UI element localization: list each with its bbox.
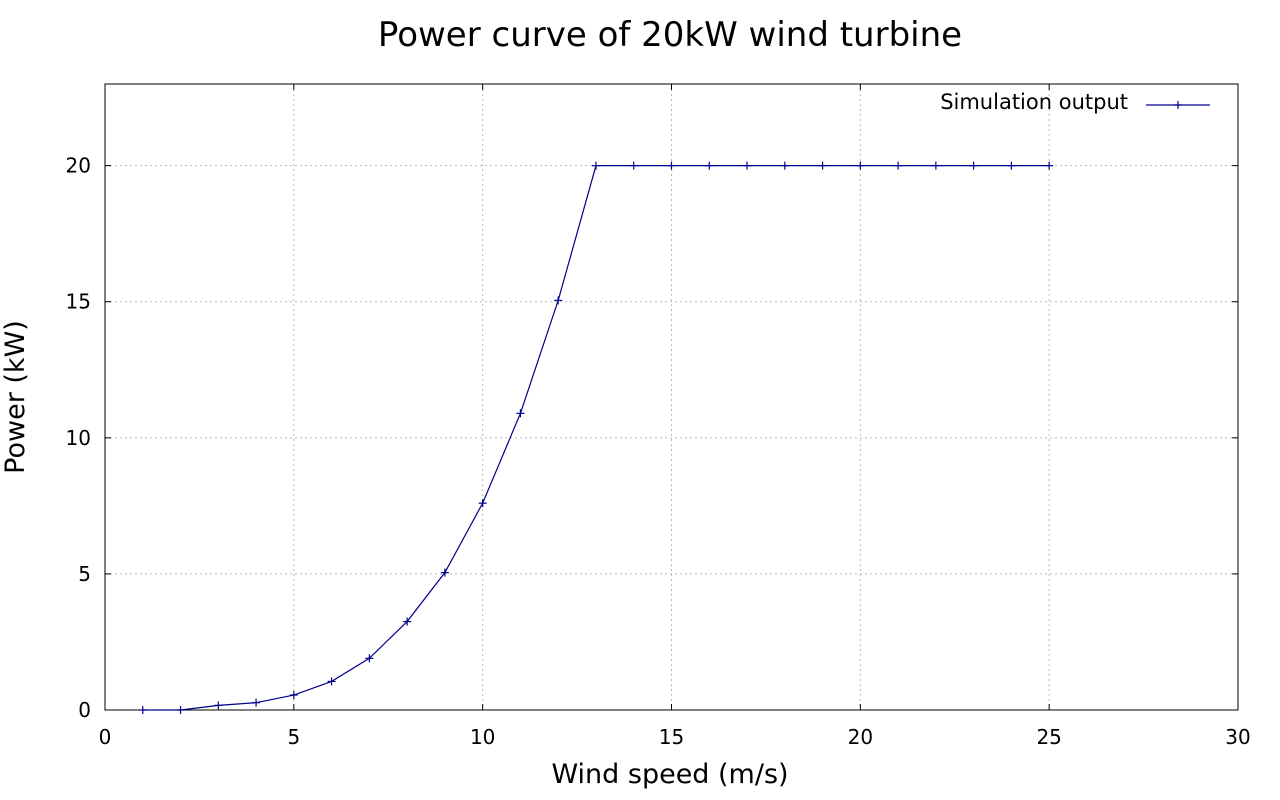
- data-point-marker: [1007, 161, 1016, 170]
- data-point-marker: [554, 296, 563, 305]
- data-point-marker: [780, 161, 789, 170]
- data-point-marker: [894, 161, 903, 170]
- series-layer: [138, 161, 1054, 714]
- data-point-marker: [214, 701, 223, 710]
- data-point-marker: [743, 161, 752, 170]
- data-point-marker: [176, 706, 185, 714]
- x-tick-label: 15: [659, 725, 684, 749]
- y-tick-label: 5: [78, 562, 91, 586]
- data-point-marker: [440, 568, 449, 577]
- x-tick-label: 20: [848, 725, 873, 749]
- data-point-marker: [403, 617, 412, 626]
- data-point-marker: [818, 161, 827, 170]
- x-tick-label: 30: [1225, 725, 1250, 749]
- data-point-marker: [365, 654, 374, 663]
- data-point-marker: [969, 161, 978, 170]
- y-tick-label: 10: [66, 426, 91, 450]
- data-point-marker: [252, 698, 261, 707]
- y-axis-label: Power (kW): [0, 320, 31, 474]
- grid-layer: [105, 84, 1238, 710]
- data-point-marker: [327, 677, 336, 686]
- legend-label: Simulation output: [940, 90, 1128, 114]
- y-tick-label: 20: [66, 154, 91, 178]
- data-point-marker: [629, 161, 638, 170]
- data-point-marker: [1045, 161, 1054, 170]
- y-tick-label: 0: [78, 698, 91, 722]
- legend-marker: [1174, 101, 1182, 109]
- x-tick-label: 10: [470, 725, 495, 749]
- data-point-marker: [138, 706, 147, 714]
- legend: Simulation output: [940, 90, 1210, 114]
- y-tick-label: 15: [66, 290, 91, 314]
- data-point-marker: [705, 161, 714, 170]
- x-tick-label: 5: [287, 725, 300, 749]
- data-point-marker: [516, 409, 525, 418]
- chart-title: Power curve of 20kW wind turbine: [378, 15, 962, 55]
- data-point-marker: [931, 161, 940, 170]
- data-point-marker: [289, 691, 298, 700]
- data-point-marker: [478, 499, 487, 508]
- data-point-marker: [856, 161, 865, 170]
- tick-layer: 0 5 10 15 20 25 30 0 5 10 15 20: [66, 84, 1251, 749]
- data-point-marker: [667, 161, 676, 170]
- data-point-marker: [591, 161, 600, 170]
- x-tick-label: 0: [99, 725, 112, 749]
- x-tick-label: 25: [1036, 725, 1061, 749]
- x-axis-label: Wind speed (m/s): [551, 759, 788, 790]
- plot-frame: [104, 83, 1239, 711]
